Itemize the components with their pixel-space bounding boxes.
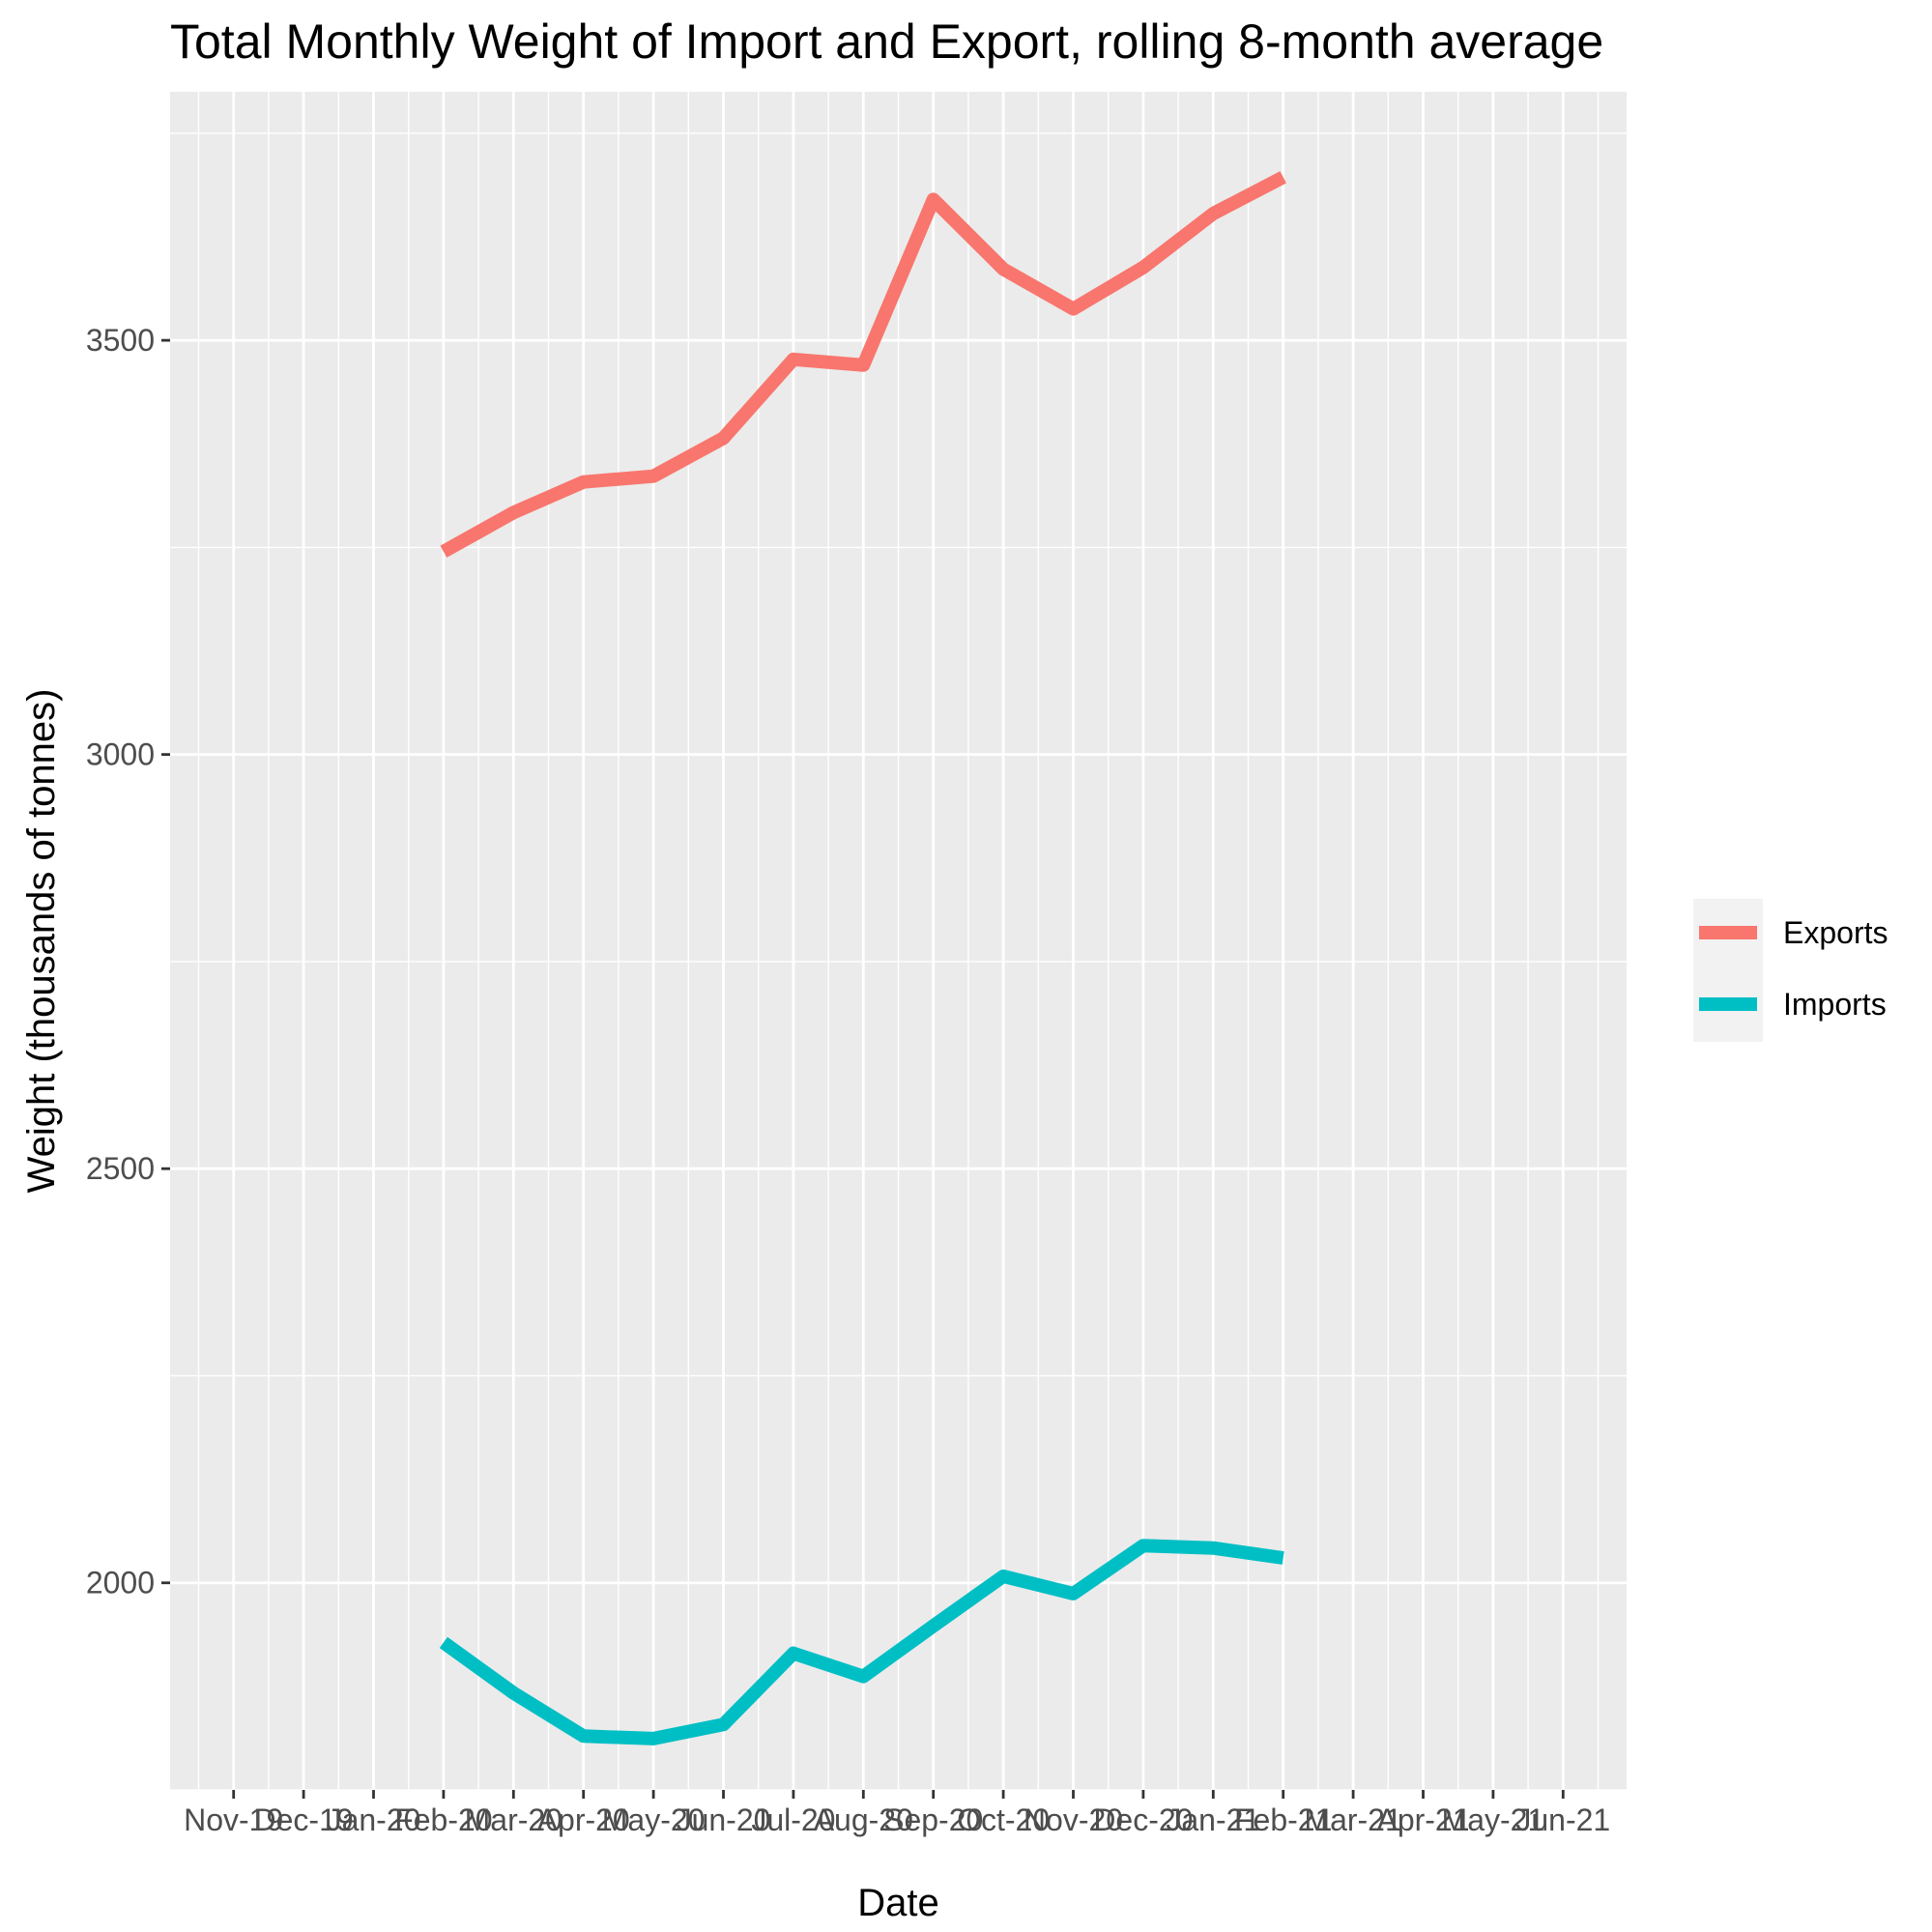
x-tick-label: Mar-21 xyxy=(1304,1802,1401,1837)
major-gridlines xyxy=(170,92,1627,1790)
x-tick-label: Jan-20 xyxy=(327,1802,421,1837)
x-tick-label: Oct-20 xyxy=(957,1802,1050,1837)
chart-title: Total Monthly Weight of Import and Expor… xyxy=(170,14,1603,69)
legend-label-imports: Imports xyxy=(1783,987,1887,1022)
x-axis: Nov-19Dec-19Jan-20Feb-20Mar-20Apr-20May-… xyxy=(184,1790,1610,1837)
x-tick-label: Nov-19 xyxy=(184,1802,283,1837)
minor-gridlines xyxy=(170,92,1627,1791)
y-tick-label: 2000 xyxy=(86,1566,155,1600)
x-tick-label: Feb-21 xyxy=(1234,1802,1332,1837)
series-lines xyxy=(439,171,1286,1745)
x-axis-title: Date xyxy=(857,1882,939,1924)
x-tick-label: Apr-21 xyxy=(1376,1802,1469,1837)
y-tick-label: 2500 xyxy=(86,1151,155,1186)
y-tick-label: 3000 xyxy=(86,737,155,772)
x-tick-label: Feb-20 xyxy=(394,1802,492,1837)
x-tick-label: Jan-21 xyxy=(1166,1802,1260,1837)
x-tick-label: Dec-19 xyxy=(254,1802,354,1837)
legend: Exports Imports xyxy=(1693,899,1888,1042)
x-tick-label: May-21 xyxy=(1442,1802,1545,1837)
x-tick-label: Nov-20 xyxy=(1024,1802,1123,1837)
x-tick-label: May-20 xyxy=(602,1802,706,1837)
x-tick-label: Jun-21 xyxy=(1515,1802,1610,1837)
y-axis-title: Weight (thousands of tonnes) xyxy=(20,689,63,1194)
y-axis: 2000 2500 3000 3500 xyxy=(86,323,170,1600)
y-tick-label: 3500 xyxy=(86,323,155,358)
x-tick-label: Sep-20 xyxy=(883,1802,983,1837)
x-tick-label: Jun-20 xyxy=(677,1802,771,1837)
legend-label-exports: Exports xyxy=(1783,915,1888,950)
x-tick-label: Jul-20 xyxy=(751,1802,835,1837)
x-tick-label: Apr-20 xyxy=(537,1802,630,1837)
x-tick-label: Aug-20 xyxy=(814,1802,913,1837)
x-tick-label: Mar-20 xyxy=(465,1802,562,1837)
x-tick-label: Dec-20 xyxy=(1093,1802,1193,1837)
